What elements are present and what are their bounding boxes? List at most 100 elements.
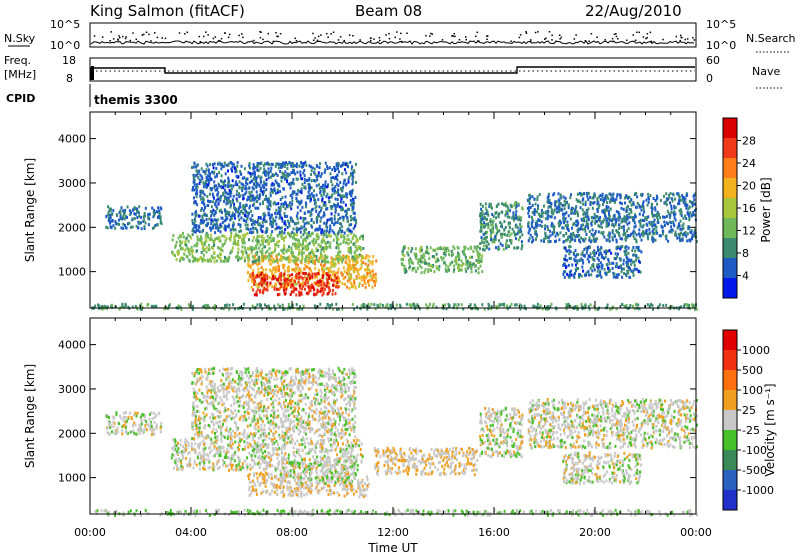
data-cell: [359, 481, 362, 485]
data-cell: [652, 240, 655, 244]
data-cell: [190, 236, 193, 240]
data-cell: [289, 278, 292, 282]
data-cell: [365, 304, 368, 308]
data-cell: [598, 203, 601, 207]
power-ylabel: Slant Range [km]: [23, 158, 37, 262]
data-cell: [277, 202, 280, 206]
data-cell: [131, 305, 134, 309]
data-cell: [107, 210, 110, 214]
data-cell: [340, 164, 342, 168]
data-cell: [617, 245, 620, 249]
data-cell: [256, 230, 259, 234]
data-cell: [587, 305, 590, 309]
data-cell: [270, 473, 273, 476]
data-cell: [592, 196, 595, 200]
data-cell: [363, 489, 366, 493]
data-cell: [295, 162, 298, 166]
data-cell: [195, 169, 198, 173]
data-cell: [345, 488, 348, 492]
data-cell: [559, 231, 562, 235]
data-cell: [651, 230, 654, 234]
data-cell: [543, 239, 545, 243]
data-cell: [442, 252, 445, 255]
data-cell: [493, 240, 496, 244]
data-cell: [313, 281, 316, 285]
data-cell: [592, 216, 595, 220]
data-cell: [344, 275, 347, 279]
data-cell: [596, 263, 599, 267]
data-cell: [313, 172, 316, 176]
data-cell: [309, 234, 312, 238]
data-cell: [316, 237, 319, 241]
data-cell: [257, 246, 260, 250]
data-cell: [312, 221, 315, 225]
data-cell: [342, 181, 345, 185]
data-cell: [482, 244, 485, 248]
data-cell: [550, 224, 553, 228]
data-cell: [540, 208, 543, 212]
data-cell: [571, 237, 574, 241]
data-cell: [612, 261, 615, 265]
data-cell: [420, 255, 423, 259]
data-cell: [298, 164, 301, 168]
data-cell: [321, 228, 324, 232]
data-cell: [656, 210, 659, 214]
data-cell: [177, 304, 180, 308]
data-cell: [639, 221, 642, 225]
data-cell: [580, 305, 583, 309]
data-cell: [595, 215, 598, 218]
data-cell: [249, 264, 252, 268]
data-cell: [317, 213, 320, 217]
data-cell: [612, 198, 614, 202]
data-cell: [304, 205, 307, 209]
data-cell: [259, 227, 262, 231]
data-cell: [403, 264, 406, 268]
data-cell: [477, 267, 480, 271]
data-cell: [410, 249, 413, 253]
data-cell: [480, 207, 483, 211]
data-cell: [298, 239, 301, 243]
data-cell: [347, 242, 350, 246]
data-cell: [334, 273, 337, 277]
data-cell: [633, 307, 636, 311]
data-cell: [432, 248, 435, 252]
data-cell: [555, 200, 558, 204]
data-cell: [299, 268, 302, 272]
data-cell: [494, 238, 497, 241]
data-cell: [225, 237, 228, 241]
data-cell: [624, 250, 627, 254]
data-cell: [229, 205, 232, 209]
data-cell: [684, 231, 687, 234]
data-cell: [291, 490, 294, 493]
data-cell: [221, 180, 224, 184]
data-cell: [347, 227, 350, 231]
data-cell: [358, 267, 361, 271]
data-cell: [140, 302, 143, 306]
data-cell: [310, 260, 313, 264]
data-cell: [353, 216, 356, 220]
data-cell: [301, 253, 303, 257]
data-cell: [337, 163, 340, 167]
data-cell: [241, 245, 244, 249]
data-cell: [257, 258, 260, 262]
data-cell: [353, 250, 356, 254]
data-cell: [193, 222, 196, 226]
data-cell: [694, 307, 697, 311]
data-cell: [351, 174, 354, 178]
data-cell: [354, 196, 357, 199]
data-cell: [200, 167, 203, 171]
data-cell: [533, 212, 536, 216]
data-cell: [240, 186, 243, 190]
data-cell: [547, 240, 550, 244]
data-cell: [357, 272, 360, 276]
data-cell: [528, 237, 531, 241]
data-cell: [417, 305, 420, 309]
data-cell: [293, 260, 296, 264]
data-cell: [220, 162, 223, 166]
data-cell: [521, 206, 524, 210]
data-cell: [187, 247, 190, 251]
data-cell: [253, 474, 255, 477]
data-cell: [421, 260, 424, 264]
data-cell: [254, 172, 256, 176]
data-cell: [278, 230, 281, 234]
